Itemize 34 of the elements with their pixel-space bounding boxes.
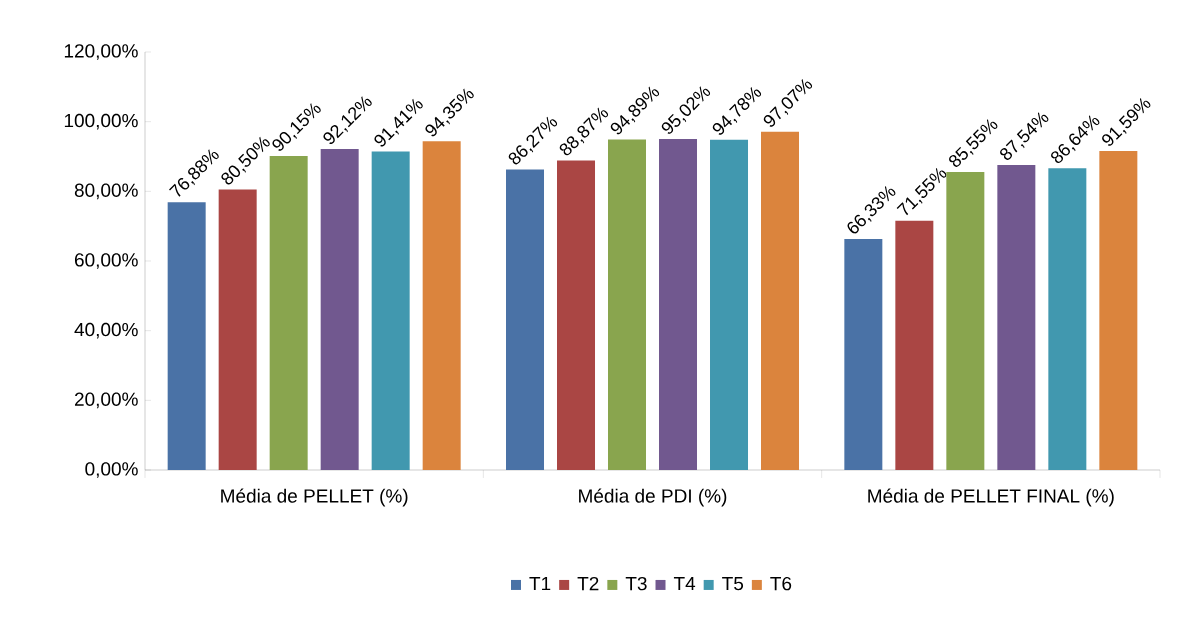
bar <box>895 220 934 470</box>
bar <box>608 139 647 470</box>
bar <box>371 151 410 470</box>
y-tick-label: 80,00% <box>74 183 138 200</box>
y-tick-label: 0,00% <box>85 462 138 478</box>
legend-label: T3 <box>625 576 647 591</box>
y-tick-label: 120,00% <box>64 44 138 60</box>
bar <box>761 131 800 470</box>
x-tick-label: Média de PDI (%) <box>579 488 727 507</box>
bar <box>844 238 883 470</box>
bar <box>422 141 461 470</box>
bar <box>557 160 596 470</box>
y-tick-label: 20,00% <box>74 392 138 409</box>
x-tick-label: Média de PELLET (%) <box>221 488 408 507</box>
legend-label: T2 <box>577 576 599 591</box>
legend-label: T6 <box>770 576 792 591</box>
y-tick-label: 40,00% <box>74 322 138 339</box>
bar <box>167 202 206 470</box>
bar <box>269 155 308 470</box>
bar <box>659 139 698 470</box>
bar <box>997 165 1036 470</box>
bar <box>320 149 359 470</box>
bar <box>218 189 257 470</box>
bar <box>1048 168 1087 470</box>
legend-label: T4 <box>673 576 696 591</box>
bar <box>710 139 749 470</box>
bar <box>1099 150 1138 470</box>
legend-label: T5 <box>722 576 744 591</box>
y-tick-label: 100,00% <box>64 113 138 130</box>
x-tick-label: Média de PELLET FINAL (%) <box>868 488 1114 507</box>
bar <box>946 172 985 470</box>
y-tick-label: 60,00% <box>74 253 138 269</box>
bar <box>506 169 545 470</box>
legend-label: T1 <box>529 576 551 591</box>
